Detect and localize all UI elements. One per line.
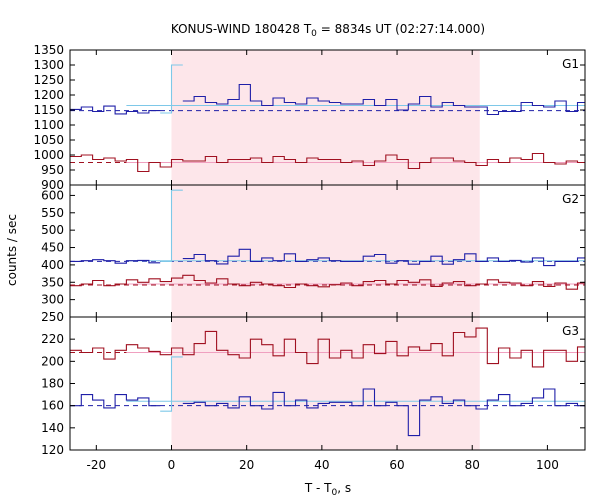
panel-g3-lower-series-pre — [70, 394, 161, 409]
panel-g2-ytick-label: 250 — [41, 310, 64, 324]
panel-g2-ytick-label: 400 — [41, 258, 64, 272]
panel-g1-ytick-label: 1000 — [33, 148, 64, 162]
panel-g2-ytick-label: 550 — [41, 206, 64, 220]
panel-g3-shaded-interval — [171, 317, 480, 450]
panel-g1-shaded-interval — [171, 50, 480, 185]
plot-area: 90095010001050110011501200125013001350G1… — [33, 43, 586, 472]
x-axis-label-subscript: 0 — [332, 488, 338, 498]
panel-g1-ytick-label: 1250 — [33, 73, 64, 87]
y-axis-label: counts / sec — [5, 214, 19, 286]
panel-g1-ytick-label: 950 — [41, 163, 64, 177]
panel-g2-shaded-interval — [171, 185, 480, 317]
panel-g2-ytick-label: 350 — [41, 275, 64, 289]
panel-g1-label: G1 — [562, 57, 579, 71]
panel-g1-ytick-label: 1300 — [33, 58, 64, 72]
panel-g1-upper-series-peak — [160, 64, 183, 114]
x-tick-label: 0 — [168, 458, 176, 472]
panel-g3-lower-series-post — [182, 388, 585, 437]
panel-g1-ytick-label: 1350 — [33, 43, 64, 57]
panel-g2-ytick-label: 500 — [41, 223, 64, 237]
panel-g1-ytick-label: 1200 — [33, 88, 64, 102]
panel-g3-ytick-label: 160 — [41, 399, 64, 413]
x-tick-label: 20 — [239, 458, 254, 472]
panel-g1-ytick-label: 900 — [41, 178, 64, 192]
panel-g3-ytick-label: 140 — [41, 421, 64, 435]
panel-g3-ytick-label: 200 — [41, 354, 64, 368]
panel-g1-ytick-label: 1150 — [33, 103, 64, 117]
x-axis-label: T - T0, s — [304, 481, 351, 498]
chart-title: KONUS-WIND 180428 T0 = 8834s UT (02:27:1… — [171, 22, 485, 39]
panel-g2-label: G2 — [562, 192, 579, 206]
panel-g2-upper-series-pre — [70, 259, 161, 264]
x-tick-label: 100 — [536, 458, 559, 472]
panel-g2-lower-series — [70, 274, 585, 290]
panel-g2-upper-series-post — [182, 248, 585, 267]
x-axis-label-main: T - T — [304, 481, 332, 495]
panel-g2-upper-series-peak — [160, 189, 183, 262]
x-tick-label: 40 — [314, 458, 329, 472]
x-tick-label: 60 — [389, 458, 404, 472]
panel-g1-upper-series-pre — [70, 105, 161, 115]
panel-g2-ytick-label: 600 — [41, 188, 64, 202]
panel-g3-ytick-label: 120 — [41, 443, 64, 457]
panel-g1-upper-series-post — [182, 83, 585, 116]
panel-g3-ytick-label: 220 — [41, 332, 64, 346]
panel-g1-lower-series — [70, 152, 585, 173]
panel-g2-ytick-label: 300 — [41, 293, 64, 307]
x-tick-label: 80 — [465, 458, 480, 472]
x-axis-label-rest: , s — [337, 481, 351, 495]
panel-g1-ytick-label: 1100 — [33, 118, 64, 132]
x-tick-label: -20 — [87, 458, 107, 472]
chart-title-rest: = 8834s UT (02:27:14.000) — [317, 22, 485, 36]
chart-title-subscript: 0 — [311, 29, 317, 39]
panel-g2-ytick-label: 450 — [41, 241, 64, 255]
panel-g3-upper-series — [70, 327, 585, 368]
chart-title-main: KONUS-WIND 180428 T — [171, 22, 312, 36]
panel-g3-label: G3 — [562, 324, 579, 338]
panel-g3-lower-series-peak — [160, 356, 183, 412]
panel-g3-ytick-label: 180 — [41, 377, 64, 391]
panel-g1-ytick-label: 1050 — [33, 133, 64, 147]
